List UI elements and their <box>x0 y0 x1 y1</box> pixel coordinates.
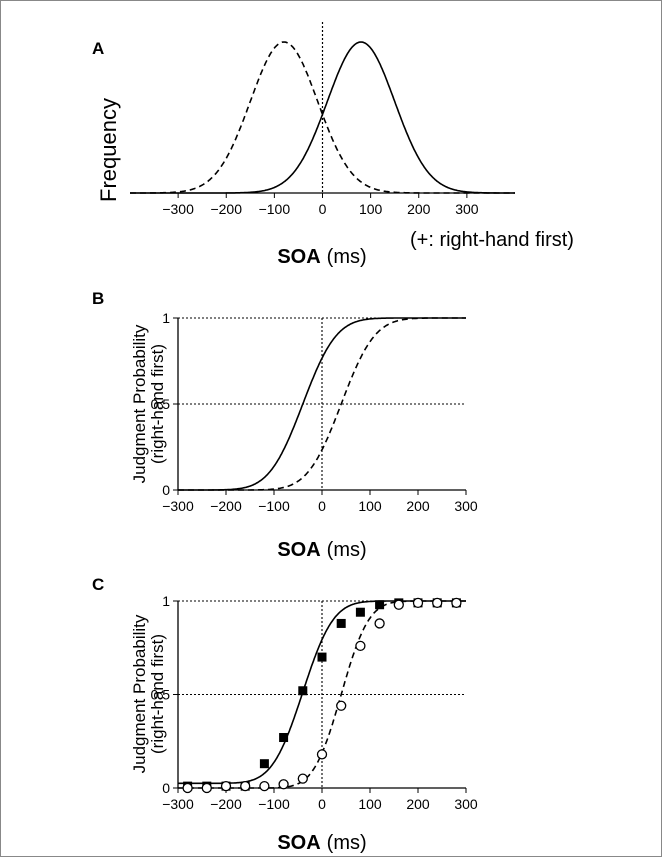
panel-b-x-tick-label: 100 <box>358 498 382 514</box>
panel-b-x-tick-label: 200 <box>406 498 430 514</box>
panel-c-filled-square-point <box>279 733 289 743</box>
panel-c-filled-square-point <box>298 686 308 696</box>
panel-a-dashed-distribution <box>130 41 515 194</box>
panel-c-y-tick-label: 0.5 <box>151 687 171 703</box>
panel-c-x-tick-label: 200 <box>406 796 430 812</box>
panel-b-y-tick-label: 0.5 <box>151 396 171 412</box>
panel-c-x-tick-label: −300 <box>162 796 194 812</box>
panel-a-x-axis-label-unit: (ms) <box>327 246 367 268</box>
panel-c-open-circle-point <box>182 782 193 794</box>
panel-c-filled-square-point <box>336 618 346 628</box>
panel-c-y-tick-label: 0 <box>162 780 170 796</box>
panel-c-filled-square-point <box>355 607 365 617</box>
panel-a-x-tick-label: 300 <box>455 201 479 217</box>
panel-b-solid-curve <box>178 317 466 491</box>
panel-c-open-circle-point <box>297 773 308 784</box>
panel-c-open-circle-point <box>201 782 212 794</box>
panel-c-x-tick-label: −200 <box>210 796 242 812</box>
panel-a-letter: A <box>92 39 104 58</box>
panel-b-plot: −300 −200 −100 0 100 200 300 0 0.5 1 <box>151 310 478 514</box>
panel-c-x-tick-label: 100 <box>358 796 382 812</box>
panel-a-plot: −300 −200 −100 0 100 200 300 <box>130 22 515 217</box>
panel-a-x-axis-label: SOA (ms) <box>277 246 366 268</box>
panel-c-open-circle-point <box>220 780 232 792</box>
panel-c-letter: C <box>92 575 104 594</box>
panel-c-open-circle-point <box>432 597 443 609</box>
panel-a-x-axis-label-bold: SOA <box>277 246 320 268</box>
panel-b-y-tick-label: 1 <box>162 310 170 326</box>
panel-c-open-circle-point <box>278 779 289 790</box>
panel-c-x-tick-label: 0 <box>318 796 326 812</box>
panel-b-letter: B <box>92 289 104 308</box>
panel-c-open-circle-point <box>451 597 462 609</box>
panel-a-x-tick-label: −300 <box>162 201 194 217</box>
panel-c-x-axis-label-unit: (ms) <box>327 832 367 854</box>
panel-c-filled-square-point <box>375 600 385 610</box>
panel-c-x-tick-label: 300 <box>454 796 478 812</box>
panel-a-x-tick-label: −200 <box>210 201 242 217</box>
panel-c-x-axis-label-bold: SOA <box>277 832 320 854</box>
panel-b-y-tick-label: 0 <box>162 482 170 498</box>
panel-c-open-circle-point <box>355 640 366 652</box>
panel-c-y-axis-label-line1: Judgment Probability <box>130 614 149 773</box>
panel-a-x-tick-label: −100 <box>259 201 291 217</box>
panel-b-dashed-curve <box>178 317 466 491</box>
panel-b-x-tick-label: −200 <box>210 498 242 514</box>
panel-a-y-axis-label: Frequency <box>96 98 121 202</box>
panel-a-solid-distribution <box>130 41 515 194</box>
panel-b-y-axis-label-line1: Judgment Probability <box>130 324 149 483</box>
panel-c-open-circle-point <box>316 749 328 760</box>
panel-c-y-tick-label: 1 <box>162 593 170 609</box>
panel-c-x-tick-label: −100 <box>258 796 290 812</box>
panel-c-open-circle-point <box>412 597 424 609</box>
panel-a: A Frequency −300 −200 −100 0 100 200 300 SOA (m… <box>92 22 574 268</box>
panel-c-x-axis-label: SOA (ms) <box>277 832 366 854</box>
panel-b-x-axis-label-unit: (ms) <box>327 539 367 561</box>
panel-c: C Judgment Probability (right-hand first… <box>92 575 478 854</box>
panel-b-x-axis-label: SOA (ms) <box>277 539 366 561</box>
panel-a-x-tick-label: 100 <box>359 201 383 217</box>
panel-b-x-tick-label: −100 <box>258 498 290 514</box>
panel-c-open-circle-point <box>259 780 270 792</box>
panel-c-open-circle-point <box>374 618 385 629</box>
panel-a-x-tick-label: 200 <box>407 201 431 217</box>
panel-b-x-tick-label: 300 <box>454 498 478 514</box>
panel-c-open-circle-point <box>240 780 251 792</box>
panel-c-open-circle-point <box>393 599 404 610</box>
panel-c-open-circle-point <box>336 700 347 711</box>
panel-c-plot: −300 −200 −100 0 100 200 300 0 0.5 1 <box>151 593 478 812</box>
panel-b-x-tick-label: −300 <box>162 498 194 514</box>
panel-c-y-axis-label-line2: (right-hand first) <box>148 634 167 754</box>
panel-a-x-tick-label: 0 <box>319 201 327 217</box>
panel-a-annotation: (+: right-hand first) <box>410 229 574 251</box>
panel-c-filled-square-point <box>317 652 327 662</box>
panel-b: B Judgment Probability (right-hand first… <box>92 289 478 561</box>
panel-b-x-axis-label-bold: SOA <box>277 539 320 561</box>
panel-c-filled-square-point <box>259 759 269 769</box>
panel-b-x-tick-label: 0 <box>318 498 326 514</box>
panel-b-y-axis-label-line2: (right-hand first) <box>148 344 167 464</box>
